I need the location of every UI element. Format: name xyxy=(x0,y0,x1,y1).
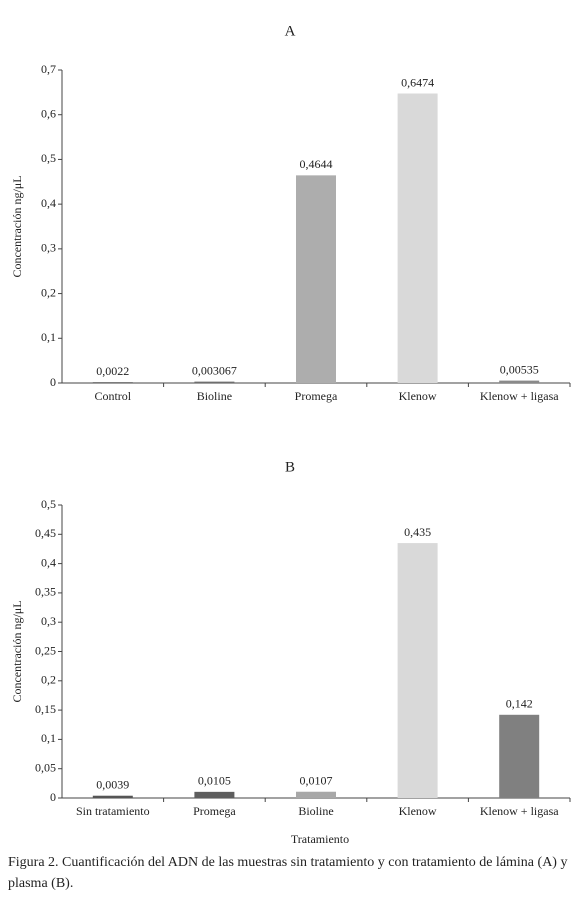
x-tick-label: Promega xyxy=(295,389,338,403)
bar xyxy=(296,175,336,383)
bar xyxy=(499,380,540,383)
bar xyxy=(92,795,133,798)
y-tick-label: 0,2 xyxy=(41,673,56,687)
x-tick-label: Klenow + ligasa xyxy=(480,389,559,403)
value-label: 0,003067 xyxy=(192,363,237,377)
y-tick-label: 0,7 xyxy=(41,62,56,76)
value-label: 0,142 xyxy=(506,697,533,711)
bar xyxy=(296,791,336,798)
value-label: 0,4644 xyxy=(300,157,333,171)
chart-title: A xyxy=(285,23,296,39)
y-tick-label: 0 xyxy=(50,790,56,804)
y-tick-label: 0,25 xyxy=(35,643,56,657)
y-tick-label: 0,15 xyxy=(35,702,56,716)
y-tick-label: 0,05 xyxy=(35,760,56,774)
bar xyxy=(397,93,438,383)
y-tick-label: 0,1 xyxy=(41,330,56,344)
caption: Figura 2. Cuantificación del ADN de las … xyxy=(8,855,568,891)
bar xyxy=(194,791,235,798)
x-tick-label: Klenow xyxy=(399,389,437,403)
x-tick-label: Bioline xyxy=(197,389,232,403)
bar xyxy=(499,714,540,798)
value-label: 0,0105 xyxy=(198,774,231,788)
y-tick-label: 0,4 xyxy=(41,555,56,569)
y-tick-label: 0,4 xyxy=(41,196,56,210)
y-tick-label: 0,3 xyxy=(41,241,56,255)
y-tick-label: 0,6 xyxy=(41,106,56,120)
y-tick-label: 0,2 xyxy=(41,285,56,299)
chart-title: B xyxy=(285,459,295,475)
bar xyxy=(397,543,438,798)
x-tick-label: Klenow xyxy=(399,804,437,818)
y-tick-label: 0,35 xyxy=(35,585,56,599)
value-label: 0,435 xyxy=(404,525,431,539)
bar xyxy=(194,381,235,383)
value-label: 0,0039 xyxy=(96,777,129,791)
x-tick-label: Klenow + ligasa xyxy=(480,804,559,818)
y-tick-label: 0 xyxy=(50,375,56,389)
charts: A Concentración ng/μL 0 0,1 0,2 0,3 0,4 0,5 0,6 0… xyxy=(10,23,571,846)
x-tick-label: Sin tratamiento xyxy=(76,804,150,818)
y-tick-label: 0,3 xyxy=(41,614,56,628)
value-label: 0,00535 xyxy=(500,362,539,376)
x-tick-label: Control xyxy=(94,389,131,403)
bar xyxy=(92,382,133,383)
x-tick-label: Promega xyxy=(193,804,236,818)
y-tick-label: 0,45 xyxy=(35,526,56,540)
y-tick-label: 0,1 xyxy=(41,731,56,745)
value-label: 0,0107 xyxy=(300,773,333,787)
x-tick-label: Bioline xyxy=(298,804,333,818)
value-label: 0,0022 xyxy=(96,364,129,378)
value-label: 0,6474 xyxy=(401,75,434,89)
x-axis-label: Tratamiento xyxy=(291,832,349,846)
y-tick-label: 0,5 xyxy=(41,151,56,165)
y-axis-label: Concentración ng/μL xyxy=(10,175,24,277)
y-axis-label: Concentración ng/μL xyxy=(10,600,24,702)
y-tick-label: 0,5 xyxy=(41,497,56,511)
